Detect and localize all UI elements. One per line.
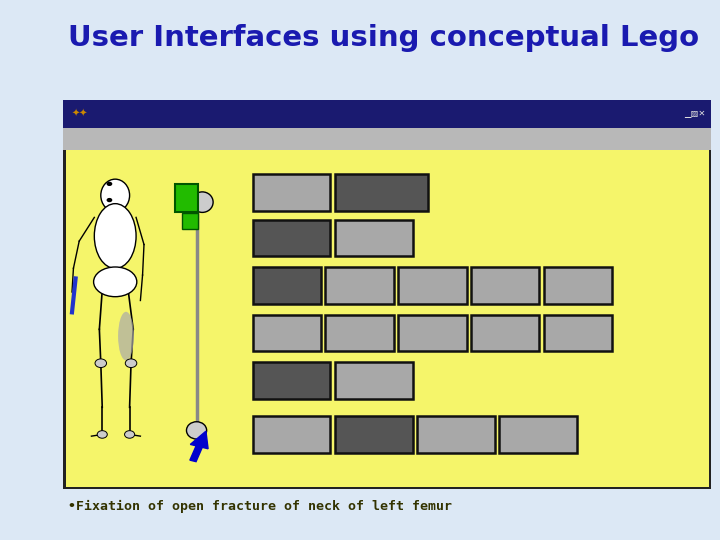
- Bar: [253, 416, 330, 453]
- Ellipse shape: [101, 179, 130, 212]
- Bar: [63, 100, 711, 128]
- Bar: [253, 267, 321, 304]
- Bar: [253, 315, 321, 352]
- Bar: [471, 315, 539, 352]
- Ellipse shape: [94, 267, 137, 296]
- Circle shape: [95, 359, 107, 368]
- Ellipse shape: [184, 205, 197, 217]
- Bar: [335, 362, 413, 399]
- Bar: [417, 416, 495, 453]
- Bar: [335, 416, 413, 453]
- Ellipse shape: [186, 422, 207, 439]
- Bar: [175, 184, 198, 212]
- Bar: [63, 100, 711, 489]
- Circle shape: [125, 359, 137, 368]
- Text: •Fixation of open fracture of neck of left femur: •Fixation of open fracture of neck of le…: [68, 500, 452, 512]
- Ellipse shape: [94, 204, 136, 268]
- Circle shape: [107, 181, 112, 186]
- Circle shape: [97, 431, 107, 438]
- Bar: [544, 267, 612, 304]
- Bar: [398, 267, 467, 304]
- Text: ✦✦: ✦✦: [72, 109, 89, 119]
- Ellipse shape: [192, 192, 213, 212]
- Bar: [182, 213, 198, 228]
- Bar: [63, 128, 711, 150]
- Bar: [66, 150, 709, 487]
- Bar: [471, 267, 539, 304]
- Bar: [398, 315, 467, 352]
- Bar: [325, 267, 394, 304]
- Text: User Interfaces using conceptual Lego: User Interfaces using conceptual Lego: [68, 24, 700, 52]
- Bar: [253, 362, 330, 399]
- Bar: [499, 416, 577, 453]
- Ellipse shape: [118, 312, 134, 360]
- Bar: [335, 174, 428, 211]
- Circle shape: [107, 198, 112, 202]
- Bar: [253, 220, 330, 256]
- Bar: [253, 174, 330, 211]
- Bar: [325, 315, 394, 352]
- Circle shape: [125, 431, 135, 438]
- Text: ▁▨✕: ▁▨✕: [684, 110, 706, 118]
- Bar: [544, 315, 612, 352]
- FancyArrow shape: [190, 431, 208, 462]
- Bar: [335, 220, 413, 256]
